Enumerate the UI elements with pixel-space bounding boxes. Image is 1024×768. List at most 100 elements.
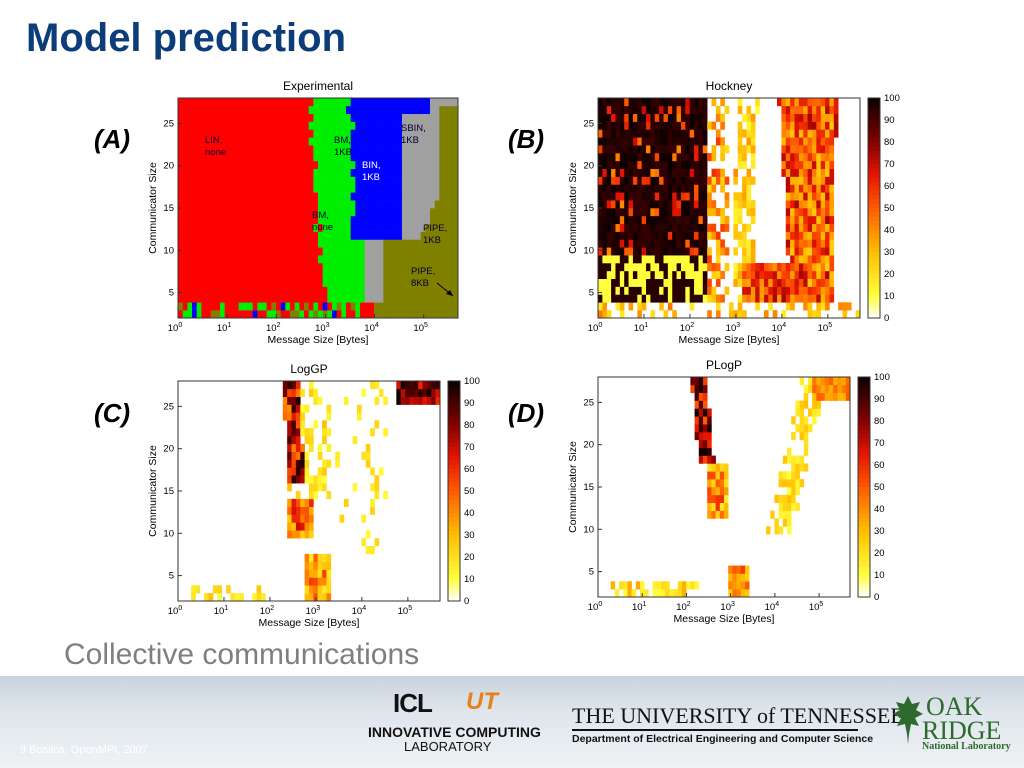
colorbar-cell <box>858 473 870 479</box>
heatmap-cell <box>220 255 225 264</box>
heatmap-cell <box>798 129 804 138</box>
heatmap-cell <box>257 294 263 303</box>
heatmap-cell <box>628 255 634 264</box>
heatmap-cell <box>702 145 708 154</box>
heatmap-cell <box>392 286 398 295</box>
heatmap-cell <box>327 105 333 115</box>
heatmap-cell <box>646 129 651 138</box>
heatmap-cell <box>374 483 380 492</box>
heatmap-cell <box>763 294 769 303</box>
heatmap-cell <box>192 286 197 295</box>
heatmap-cell <box>234 200 239 209</box>
heatmap-cell <box>220 208 225 217</box>
heatmap-cell <box>439 121 445 130</box>
heatmap-cell <box>271 278 277 287</box>
heatmap-cell <box>632 145 638 154</box>
heatmap-cell <box>606 160 612 170</box>
heatmap-cell <box>355 192 361 201</box>
heatmap-cell <box>309 530 314 539</box>
heatmap-cell <box>243 200 249 209</box>
heatmap-cell <box>392 278 398 287</box>
heatmap-cell <box>676 153 682 162</box>
heatmap-cell <box>397 239 403 248</box>
heatmap-cell <box>257 270 263 280</box>
heatmap-cell <box>787 518 792 527</box>
heatmap-cell <box>628 121 634 130</box>
heatmap-cell <box>299 192 305 201</box>
colorbar-cell <box>858 583 870 589</box>
heatmap-cell <box>746 176 752 185</box>
heatmap-cell <box>661 589 666 598</box>
heatmap-cell <box>448 278 454 287</box>
heatmap-cell <box>187 105 193 115</box>
heatmap-cell <box>795 487 800 496</box>
heatmap-cell <box>820 377 826 386</box>
heatmap-cell <box>388 278 393 287</box>
heatmap-cell <box>248 270 253 280</box>
colorbar-cell <box>868 309 880 315</box>
heatmap-cell <box>615 121 621 130</box>
heatmap-cell <box>799 432 805 441</box>
heatmap-cell <box>215 278 221 287</box>
heatmap-cell <box>637 270 642 280</box>
heatmap-cell <box>248 160 253 170</box>
heatmap-cell <box>602 302 608 311</box>
heatmap-cell <box>182 255 188 264</box>
heatmap-cell <box>343 498 349 508</box>
heatmap-cell <box>430 231 435 240</box>
heatmap-cell <box>383 192 389 201</box>
heatmap-cell <box>794 153 800 162</box>
heatmap-cell <box>628 208 634 217</box>
heatmap-cell <box>698 192 704 201</box>
heatmap-cell <box>406 239 412 248</box>
heatmap-cell <box>304 475 310 484</box>
heatmap-cell <box>326 561 332 570</box>
heatmap-cell <box>663 137 669 146</box>
heatmap-cell <box>676 200 682 209</box>
heatmap-cell <box>606 129 612 138</box>
heatmap-cell <box>444 200 449 209</box>
heatmap-cell <box>694 392 700 401</box>
heatmap-cell <box>632 247 638 256</box>
heatmap-cell <box>299 270 305 280</box>
heatmap-cell <box>411 105 417 115</box>
heatmap-cell <box>659 160 664 170</box>
heatmap-cell <box>624 208 629 217</box>
heatmap-cell <box>795 455 800 464</box>
heatmap-cell <box>352 436 358 445</box>
colorbar-tick-label: 90 <box>874 394 885 405</box>
heatmap-cell <box>724 510 729 519</box>
heatmap-cell <box>252 200 258 209</box>
heatmap-cell <box>628 247 634 256</box>
heatmap-cell <box>694 113 699 122</box>
heatmap-cell <box>425 137 431 146</box>
heatmap-cell <box>420 286 426 295</box>
heatmap-cell <box>291 467 297 476</box>
heatmap-cell <box>397 137 403 146</box>
heatmap-cell <box>397 231 403 240</box>
colorbar-cell <box>448 574 460 580</box>
colorbar-cell <box>858 544 870 550</box>
heatmap-cell <box>318 153 323 162</box>
heatmap-cell <box>402 98 407 107</box>
heatmap-cell <box>332 129 337 138</box>
heatmap-cell <box>624 255 629 264</box>
heatmap-cell <box>778 526 784 535</box>
heatmap-cell <box>448 223 454 232</box>
heatmap-cell <box>448 263 454 272</box>
heatmap-cell <box>439 113 445 122</box>
heatmap-cell <box>448 160 454 170</box>
heatmap-cell <box>360 98 365 107</box>
heatmap-cell <box>234 153 239 162</box>
heatmap-cell <box>304 522 310 531</box>
heatmap-cell <box>318 270 323 280</box>
heatmap-cell <box>825 98 830 107</box>
heatmap-cell <box>808 424 813 433</box>
heatmap-cell <box>350 98 356 107</box>
heatmap-cell <box>299 231 305 240</box>
heatmap-cell <box>308 278 314 287</box>
heatmap-cell <box>728 581 733 590</box>
heatmap-cell <box>807 137 813 146</box>
heatmap-cell <box>659 145 664 154</box>
heatmap-cell <box>610 581 616 590</box>
